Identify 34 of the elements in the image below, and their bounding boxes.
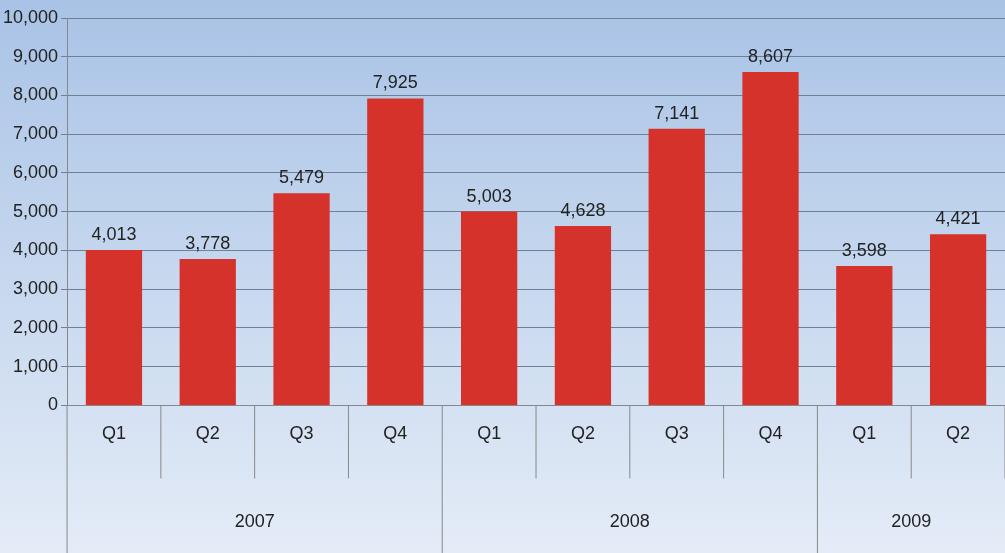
y-tick-label: 5,000: [13, 200, 59, 221]
x-tick-label: Q4: [383, 423, 408, 444]
data-label: 5,479: [279, 167, 325, 188]
x-tick-label: Q1: [852, 423, 877, 444]
x-tick-label: Q2: [946, 423, 971, 444]
x-tick-label: Q4: [758, 423, 783, 444]
y-tick-label: 2,000: [13, 316, 59, 337]
y-tick-label: 6,000: [13, 161, 59, 182]
x-tick-label: Q3: [664, 423, 689, 444]
data-label: 7,925: [372, 72, 418, 93]
y-tick-label: 3,000: [13, 278, 59, 299]
y-tick-label: 0: [48, 394, 59, 415]
x-tick-label: Q1: [101, 423, 126, 444]
data-label: 8,607: [747, 45, 794, 66]
data-label: 5,003: [466, 185, 512, 206]
text: 2008: [609, 511, 650, 532]
data-label: 4,628: [560, 200, 606, 221]
data-label: 4,421: [935, 208, 981, 229]
data-label: 3,598: [841, 239, 887, 260]
y-tick-label: 9,000: [13, 45, 59, 66]
text: 2009: [891, 511, 932, 532]
x-tick-label: Q3: [289, 423, 314, 444]
y-tick-label: 8,000: [13, 84, 59, 105]
data-label: 4,013: [91, 223, 137, 244]
text: 2007: [234, 511, 275, 532]
data-label: 3,778: [185, 233, 231, 254]
data-label: 7,141: [654, 102, 700, 123]
x-tick-label: Q2: [570, 423, 595, 444]
y-tick-label: 1,000: [13, 355, 59, 376]
y-tick-label: 10,000: [2, 6, 59, 27]
x-tick-label: Q2: [195, 423, 220, 444]
y-tick-label: 7,000: [13, 123, 59, 144]
x-tick-label: Q1: [477, 423, 502, 444]
y-tick-label: 4,000: [13, 239, 59, 260]
